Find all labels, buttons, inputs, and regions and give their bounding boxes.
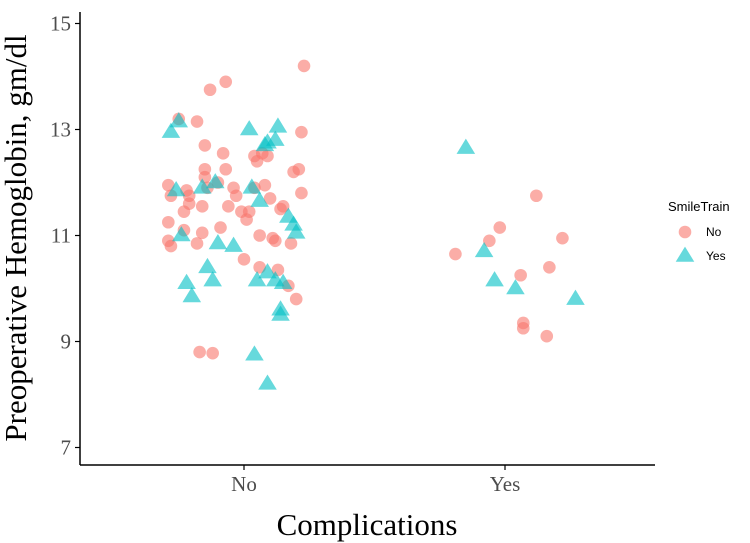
- data-point-smiletrain-no: [258, 178, 272, 192]
- data-point-smiletrain-yes: [271, 305, 290, 321]
- data-point-smiletrain-yes: [268, 117, 288, 133]
- y-axis-ticks: 7 9 11 13 15: [50, 12, 80, 460]
- data-point-smiletrain-no: [261, 149, 274, 163]
- data-point-smiletrain-no: [195, 226, 209, 240]
- data-point-smiletrain-yes: [166, 181, 186, 197]
- data-point-smiletrain-yes: [566, 289, 585, 305]
- data-point-smiletrain-yes: [258, 374, 277, 390]
- data-point-smiletrain-yes: [273, 273, 293, 289]
- y-tick-label: 15: [50, 12, 71, 36]
- data-point-smiletrain-yes: [485, 271, 504, 287]
- x-tick-label: Yes: [490, 472, 521, 496]
- data-point-smiletrain-no: [493, 221, 507, 234]
- data-point-smiletrain-no: [295, 186, 308, 200]
- data-point-smiletrain-no: [242, 205, 256, 218]
- data-point-smiletrain-no: [164, 239, 178, 253]
- legend: SmileTrain No Yes: [668, 199, 730, 263]
- y-tick-label: 11: [51, 224, 71, 248]
- data-point-smiletrain-yes: [206, 173, 225, 189]
- x-axis-ticks: No Yes: [231, 465, 520, 496]
- data-point-smiletrain-no: [449, 247, 462, 261]
- data-point-smiletrain-yes: [161, 122, 181, 138]
- data-point-smiletrain-no: [543, 261, 556, 274]
- data-point-smiletrain-no: [516, 321, 530, 335]
- data-point-smiletrain-no: [193, 345, 206, 359]
- data-point-smiletrain-no: [162, 178, 175, 192]
- x-tick-label: No: [231, 472, 257, 496]
- x-axis-title: Complications: [277, 507, 458, 542]
- data-point-smiletrain-yes: [474, 241, 494, 258]
- data-point-smiletrain-no: [556, 231, 569, 245]
- data-point-smiletrain-no: [483, 234, 496, 248]
- data-point-smiletrain-yes: [172, 226, 191, 242]
- data-point-smiletrain-no: [222, 200, 235, 213]
- legend-key-yes: [675, 246, 695, 262]
- data-point-smiletrain-no: [198, 139, 212, 152]
- data-point-smiletrain-no: [190, 237, 204, 250]
- data-point-smiletrain-no: [276, 200, 290, 213]
- data-point-smiletrain-yes: [456, 138, 476, 154]
- data-point-smiletrain-no: [253, 229, 266, 242]
- legend-key-no: [678, 225, 692, 239]
- data-point-smiletrain-yes: [242, 178, 262, 194]
- data-point-smiletrain-yes: [258, 263, 277, 279]
- data-point-smiletrain-no: [237, 253, 251, 266]
- data-point-smiletrain-no: [203, 83, 217, 97]
- data-point-smiletrain-no: [229, 189, 243, 203]
- y-tick-label: 7: [61, 436, 72, 460]
- data-point-smiletrain-yes: [224, 236, 243, 252]
- data-point-smiletrain-yes: [177, 273, 196, 289]
- data-point-smiletrain-no: [289, 292, 303, 306]
- data-point-smiletrain-no: [514, 268, 527, 282]
- data-point-smiletrain-yes: [247, 271, 267, 287]
- data-point-smiletrain-yes: [169, 112, 189, 128]
- data-point-smiletrain-no: [195, 200, 209, 213]
- data-point-smiletrain-no: [162, 215, 175, 229]
- data-point-smiletrain-no: [292, 162, 306, 176]
- y-axis-title: Preoperative Hemoglobin, gm/dl: [0, 34, 33, 441]
- data-point-smiletrain-no: [219, 75, 233, 89]
- data-point-smiletrain-no: [297, 59, 311, 73]
- y-tick-label: 9: [61, 330, 72, 354]
- data-point-smiletrain-no: [216, 147, 230, 160]
- y-tick-label: 13: [50, 118, 71, 142]
- data-point-smiletrain-yes: [208, 234, 228, 250]
- data-point-smiletrain-no: [540, 329, 554, 343]
- data-point-smiletrain-yes: [182, 287, 202, 303]
- legend-label: Yes: [706, 249, 726, 263]
- data-point-smiletrain-yes: [192, 178, 212, 194]
- data-point-smiletrain-no: [190, 115, 204, 128]
- data-point-smiletrain-no: [269, 234, 282, 248]
- data-point-smiletrain-yes: [266, 130, 285, 146]
- data-point-smiletrain-no: [214, 221, 227, 234]
- data-point-smiletrain-yes: [506, 279, 525, 295]
- data-point-smiletrain-yes: [286, 223, 306, 239]
- legend-label: No: [706, 225, 722, 239]
- data-point-smiletrain-yes: [245, 345, 264, 361]
- data-point-smiletrain-no: [206, 346, 219, 360]
- data-point-smiletrain-no: [263, 192, 277, 205]
- data-point-smiletrain-no: [182, 189, 196, 203]
- data-point-smiletrain-no: [295, 125, 308, 139]
- data-point-smiletrain-yes: [239, 120, 259, 136]
- data-point-smiletrain-no: [530, 189, 543, 203]
- data-point-smiletrain-yes: [203, 271, 222, 287]
- data-point-smiletrain-no: [284, 237, 298, 250]
- legend-entries: No Yes: [675, 225, 726, 263]
- plot-points: [161, 59, 585, 390]
- data-point-smiletrain-yes: [250, 191, 269, 207]
- legend-title: SmileTrain: [668, 199, 730, 214]
- data-point-smiletrain-no: [219, 162, 233, 176]
- data-point-smiletrain-yes: [198, 257, 217, 274]
- data-point-smiletrain-no: [253, 261, 266, 274]
